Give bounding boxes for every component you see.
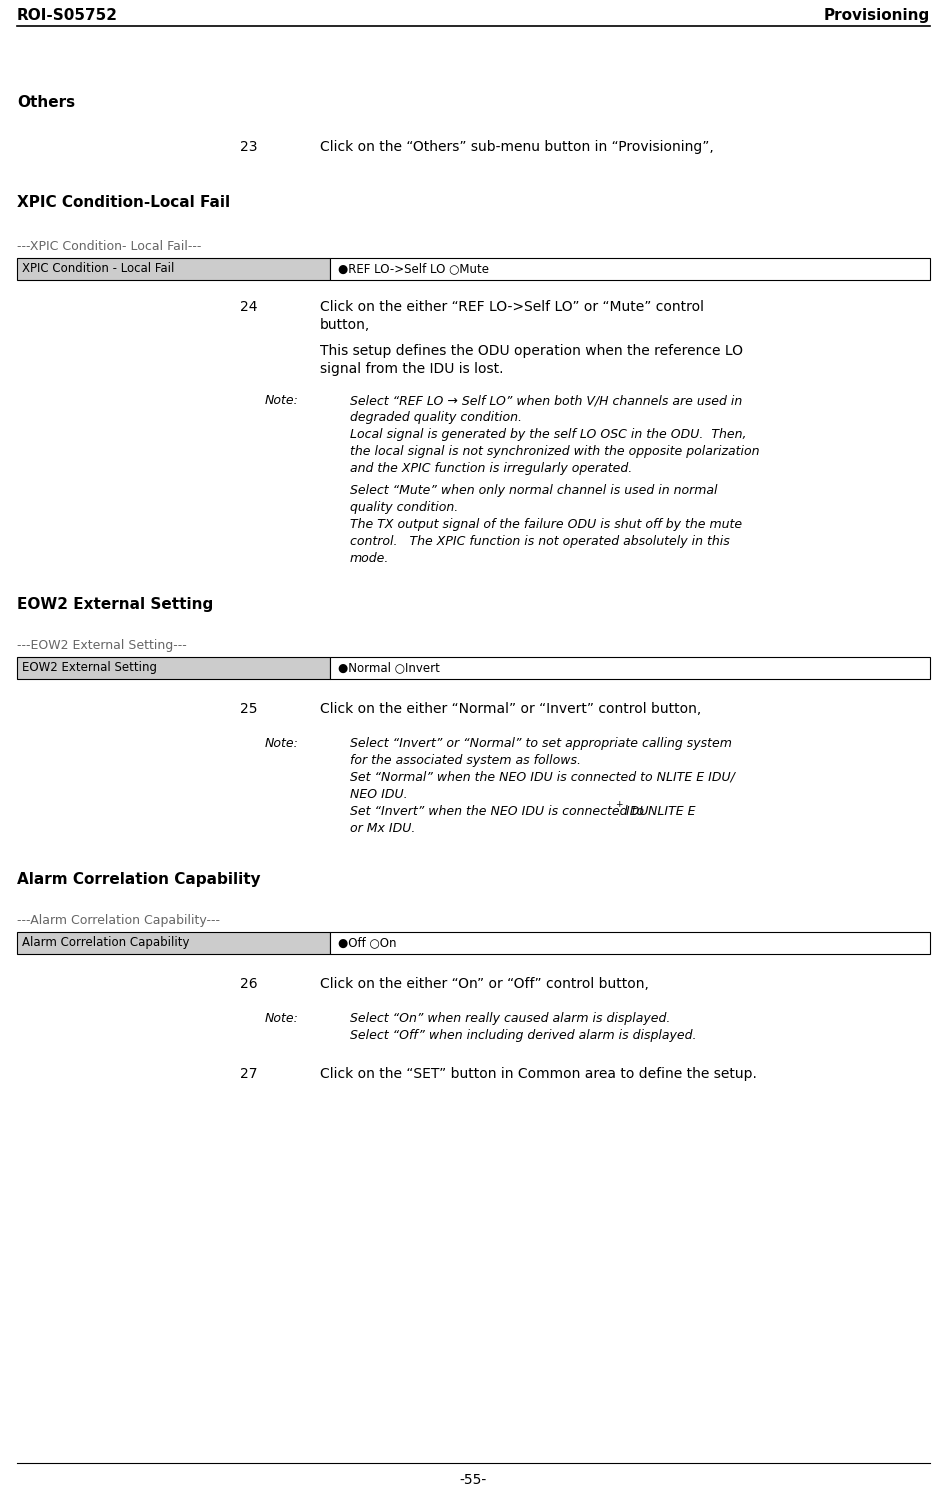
- Text: Alarm Correlation Capability: Alarm Correlation Capability: [22, 936, 189, 948]
- Text: ---Alarm Correlation Capability---: ---Alarm Correlation Capability---: [17, 914, 220, 927]
- Text: This setup defines the ODU operation when the reference LO: This setup defines the ODU operation whe…: [320, 344, 743, 358]
- Bar: [17, 657, 330, 679]
- Text: ●REF LO->Self LO ○Mute: ●REF LO->Self LO ○Mute: [338, 262, 489, 275]
- Text: Select “Mute” when only normal channel is used in normal: Select “Mute” when only normal channel i…: [350, 484, 718, 497]
- Bar: [17, 259, 330, 280]
- Text: signal from the IDU is lost.: signal from the IDU is lost.: [320, 362, 504, 376]
- Text: EOW2 External Setting: EOW2 External Setting: [22, 661, 157, 673]
- Text: mode.: mode.: [350, 552, 389, 565]
- Text: EOW2 External Setting: EOW2 External Setting: [17, 597, 213, 612]
- Text: Select “Invert” or “Normal” to set appropriate calling system: Select “Invert” or “Normal” to set appro…: [350, 736, 732, 750]
- Text: ●Off ○On: ●Off ○On: [338, 936, 397, 948]
- Text: 23: 23: [240, 140, 258, 153]
- Bar: [330, 657, 930, 679]
- Text: ROI-S05752: ROI-S05752: [17, 8, 118, 23]
- Text: XPIC Condition-Local Fail: XPIC Condition-Local Fail: [17, 195, 230, 210]
- Text: Set “Invert” when the NEO IDU is connected to NLITE E: Set “Invert” when the NEO IDU is connect…: [350, 806, 695, 818]
- Text: for the associated system as follows.: for the associated system as follows.: [350, 755, 581, 767]
- Bar: [330, 932, 930, 954]
- Text: XPIC Condition - Local Fail: XPIC Condition - Local Fail: [22, 262, 174, 275]
- Text: Note:: Note:: [265, 1012, 299, 1025]
- Text: Note:: Note:: [265, 394, 299, 407]
- Text: Provisioning: Provisioning: [824, 8, 930, 23]
- Text: +: +: [615, 800, 622, 809]
- Text: Select “REF LO → Self LO” when both V/H channels are used in: Select “REF LO → Self LO” when both V/H …: [350, 394, 742, 407]
- Text: quality condition.: quality condition.: [350, 500, 458, 514]
- Text: 27: 27: [240, 1067, 258, 1081]
- Text: -55-: -55-: [460, 1473, 487, 1486]
- Text: The TX output signal of the failure ODU is shut off by the mute: The TX output signal of the failure ODU …: [350, 519, 742, 531]
- Text: Alarm Correlation Capability: Alarm Correlation Capability: [17, 872, 260, 887]
- Bar: [330, 259, 930, 280]
- Text: and the XPIC function is irregularly operated.: and the XPIC function is irregularly ope…: [350, 461, 633, 475]
- Text: Local signal is generated by the self LO OSC in the ODU.  Then,: Local signal is generated by the self LO…: [350, 428, 746, 440]
- Text: 26: 26: [240, 977, 258, 990]
- Text: Click on the either “On” or “Off” control button,: Click on the either “On” or “Off” contro…: [320, 977, 649, 990]
- Text: 24: 24: [240, 301, 258, 314]
- Text: 25: 25: [240, 702, 258, 715]
- Text: Click on the either “REF LO->Self LO” or “Mute” control: Click on the either “REF LO->Self LO” or…: [320, 301, 704, 314]
- Text: Note:: Note:: [265, 736, 299, 750]
- Text: degraded quality condition.: degraded quality condition.: [350, 410, 522, 424]
- Text: the local signal is not synchronized with the opposite polarization: the local signal is not synchronized wit…: [350, 445, 759, 458]
- Bar: [17, 932, 330, 954]
- Text: button,: button,: [320, 319, 370, 332]
- Text: Click on the “Others” sub-menu button in “Provisioning”,: Click on the “Others” sub-menu button in…: [320, 140, 714, 153]
- Text: Select “On” when really caused alarm is displayed.: Select “On” when really caused alarm is …: [350, 1012, 670, 1025]
- Text: ●Normal ○Invert: ●Normal ○Invert: [338, 661, 439, 673]
- Text: IDU: IDU: [622, 806, 649, 818]
- Text: ---EOW2 External Setting---: ---EOW2 External Setting---: [17, 639, 187, 652]
- Text: Click on the “SET” button in Common area to define the setup.: Click on the “SET” button in Common area…: [320, 1067, 757, 1081]
- Text: control.   The XPIC function is not operated absolutely in this: control. The XPIC function is not operat…: [350, 535, 730, 549]
- Text: NEO IDU.: NEO IDU.: [350, 788, 407, 801]
- Text: Click on the either “Normal” or “Invert” control button,: Click on the either “Normal” or “Invert”…: [320, 702, 701, 715]
- Text: ---XPIC Condition- Local Fail---: ---XPIC Condition- Local Fail---: [17, 240, 202, 253]
- Text: Select “Off” when including derived alarm is displayed.: Select “Off” when including derived alar…: [350, 1030, 696, 1042]
- Text: Others: Others: [17, 95, 75, 110]
- Text: or Mx IDU.: or Mx IDU.: [350, 822, 416, 836]
- Text: Set “Normal” when the NEO IDU is connected to NLITE E IDU/: Set “Normal” when the NEO IDU is connect…: [350, 771, 735, 785]
